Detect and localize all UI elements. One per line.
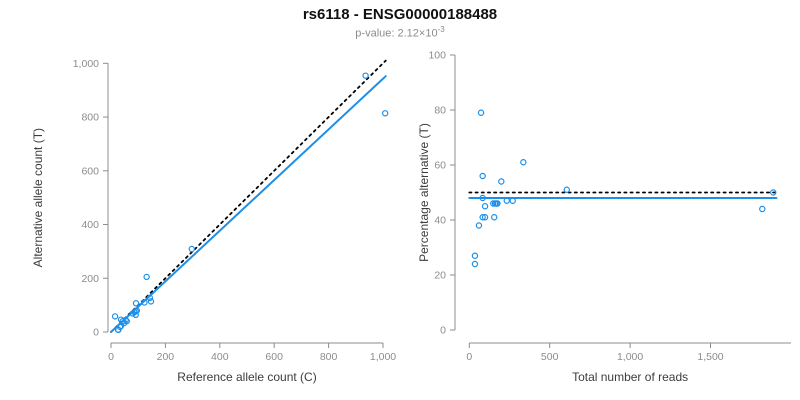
scatter-point — [362, 72, 369, 79]
y-tick-label: 400 — [81, 219, 99, 231]
scatter-point — [381, 110, 389, 117]
scatter-point — [494, 200, 501, 207]
scatter-point — [188, 245, 195, 253]
x-tick-label: 0 — [108, 351, 114, 363]
y-tick-label: 0 — [93, 327, 99, 339]
scatter-point — [479, 194, 486, 202]
scatter-point — [132, 300, 140, 307]
scatter-point — [123, 318, 130, 325]
pvalue-exponent: -3 — [437, 25, 445, 34]
scatter-point — [119, 318, 126, 325]
scatter-point — [503, 197, 510, 204]
y-tick-label: 60 — [434, 160, 446, 172]
scatter-point — [498, 178, 505, 185]
y-tick-label: 600 — [81, 165, 99, 177]
y-tick-label: 1,000 — [73, 58, 99, 70]
x-axis-title: Reference allele count (C) — [177, 370, 316, 384]
y-tick-label: 20 — [434, 270, 446, 282]
scatter-point — [520, 159, 527, 166]
scatter-point — [146, 294, 154, 302]
scatter-point — [116, 323, 124, 331]
scatter-point — [132, 311, 139, 319]
y-tick-label: 800 — [81, 112, 99, 124]
scatter-point — [477, 109, 485, 116]
scatter-point — [481, 214, 489, 221]
pvalue-base: 2.12×10 — [397, 27, 438, 40]
scatter-point — [122, 316, 129, 324]
scatter-point — [479, 172, 486, 180]
y-tick-label: 200 — [81, 273, 99, 285]
scatter-point — [111, 313, 119, 320]
scatter-point — [471, 252, 479, 259]
y-tick-label: 0 — [440, 325, 446, 337]
x-tick-label: 0 — [466, 351, 472, 363]
scatter-point — [471, 260, 479, 268]
y-axis-title: Percentage alternative (T) — [417, 123, 431, 262]
scatter-point — [770, 189, 777, 196]
x-tick-label: 1,000 — [617, 351, 643, 363]
x-tick-label: 200 — [157, 351, 175, 363]
y-tick-label: 100 — [428, 50, 446, 62]
scatter-point — [479, 214, 486, 221]
scatter-point — [481, 203, 489, 210]
scatter-point — [759, 205, 766, 213]
x-axis-title: Total number of reads — [572, 370, 688, 384]
scatter-point — [491, 214, 498, 221]
x-tick-label: 1,500 — [697, 351, 723, 363]
x-tick-label: 600 — [265, 351, 283, 363]
identity-line — [110, 59, 387, 333]
page-title: rs6118 - ENSG00000188488 — [302, 6, 498, 23]
x-tick-label: 800 — [320, 351, 338, 363]
y-tick-label: 40 — [434, 215, 446, 227]
scatter-point — [563, 186, 570, 193]
fit-line — [110, 75, 387, 333]
pvalue-prefix: p-value: — [355, 27, 398, 40]
scatter-point — [143, 273, 150, 281]
scatter-point — [133, 307, 141, 314]
scatter-point — [147, 298, 155, 305]
pvalue-subtitle: p-value: 2.12×10-3 — [0, 25, 800, 40]
scatter-point — [475, 222, 483, 229]
x-tick-label: 500 — [541, 351, 559, 363]
y-tick-label: 80 — [434, 105, 446, 117]
x-tick-label: 1,000 — [370, 351, 396, 363]
scatter-point — [141, 299, 148, 306]
y-axis-title: Alternative allele count (T) — [31, 128, 45, 267]
x-tick-label: 400 — [211, 351, 229, 363]
scatter-point — [509, 197, 516, 204]
